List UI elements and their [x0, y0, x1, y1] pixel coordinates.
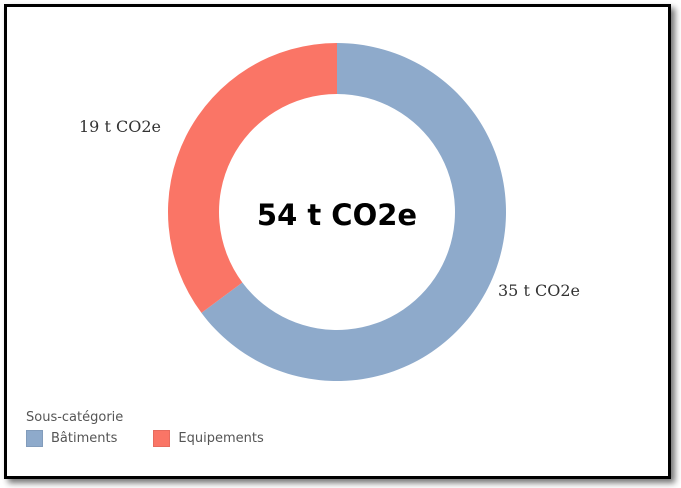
chart-frame: 54 t CO2e 19 t CO2e 35 t CO2e Sous-catég… [4, 4, 671, 479]
center-total-label: 54 t CO2e [257, 198, 417, 232]
donut-slice-batiments[interactable] [201, 43, 507, 381]
legend-swatch-batiments [26, 430, 43, 447]
legend: Sous-catégorie Bâtiments Equipements [26, 410, 300, 447]
data-label-batiments: 35 t CO2e [498, 281, 580, 300]
donut-slice-equipements[interactable] [168, 43, 337, 313]
donut-chart: 54 t CO2e 19 t CO2e 35 t CO2e [79, 43, 580, 381]
legend-title: Sous-catégorie [26, 410, 124, 425]
data-label-equipements: 19 t CO2e [79, 117, 161, 136]
legend-swatch-equipements [153, 430, 171, 447]
donut-slices [168, 43, 507, 381]
legend-label-batiments: Bâtiments [51, 431, 118, 446]
legend-label-equipements: Equipements [178, 431, 264, 446]
legend-item-equipements[interactable]: Equipements [153, 430, 264, 447]
legend-item-batiments[interactable]: Bâtiments [26, 430, 117, 447]
